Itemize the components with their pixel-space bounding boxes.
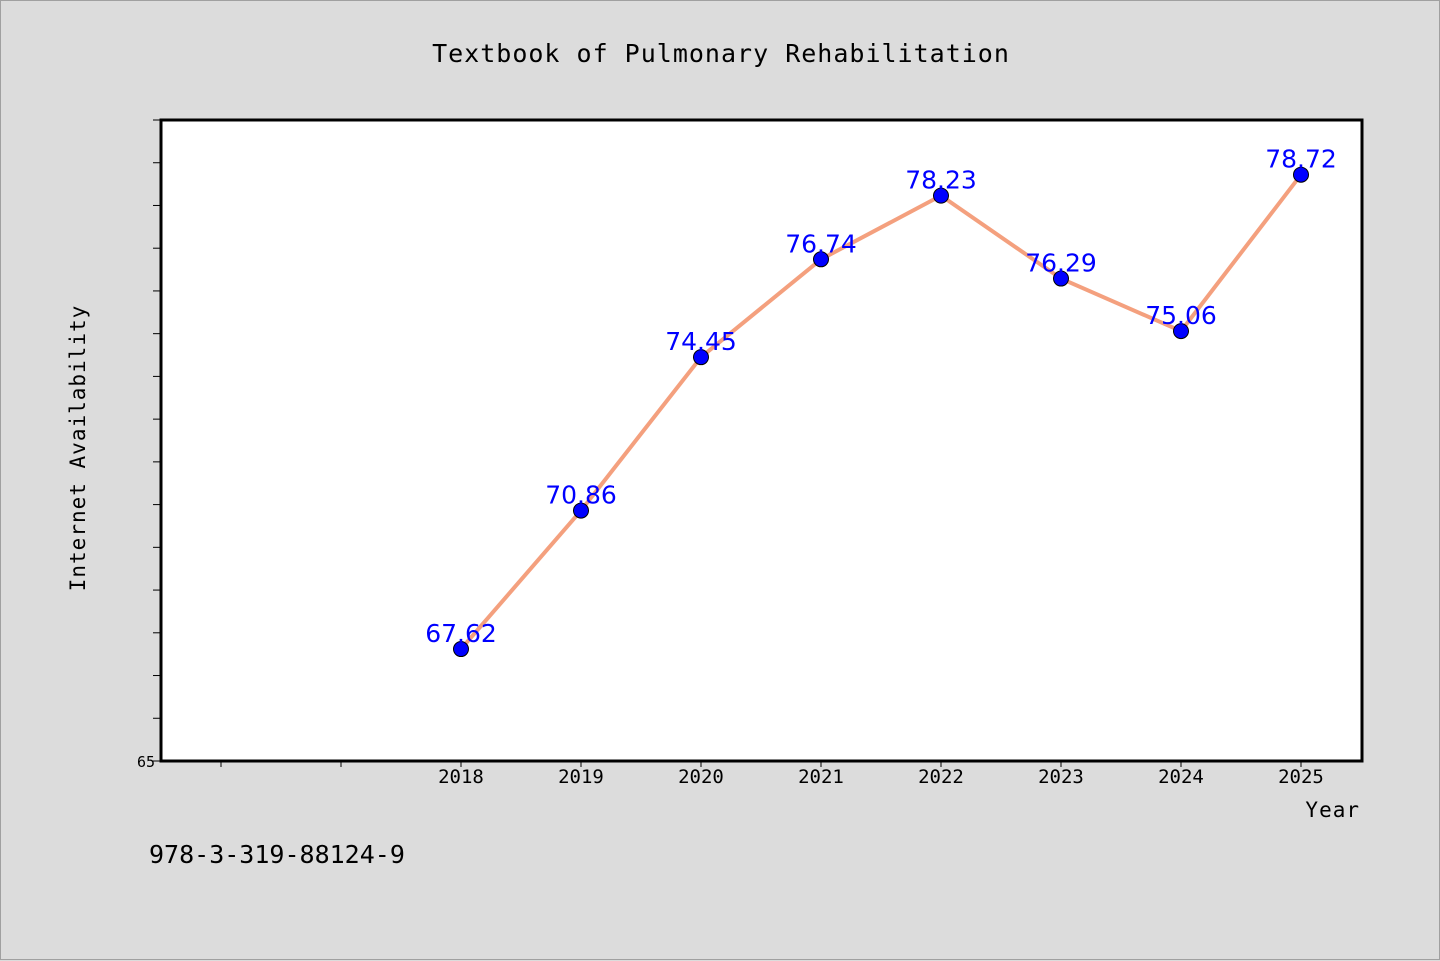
x-tick-label: 2023 (1038, 766, 1084, 788)
x-tick-label: 2024 (1158, 766, 1204, 788)
series-line (459, 172, 1303, 652)
data-label: 76.74 (785, 229, 857, 258)
plot-area (159, 118, 1364, 763)
isbn-label: 978-3-319-88124-9 (149, 840, 405, 869)
x-axis-label: Year (1305, 798, 1360, 822)
data-label: 76.29 (1025, 249, 1097, 278)
data-point (1173, 323, 1189, 340)
data-point (1053, 270, 1069, 287)
data-point (1293, 166, 1309, 183)
data-point (933, 187, 949, 204)
data-label: 78.72 (1265, 145, 1337, 174)
y-axis-ticks: 65 (137, 119, 161, 771)
x-tick-label: 2021 (798, 766, 844, 788)
data-label: 70.86 (545, 481, 617, 510)
data-point (813, 251, 829, 268)
data-label: 78.23 (905, 166, 977, 195)
x-tick-label: 2018 (438, 766, 484, 788)
series-layer: 67.62 70.86 74.45 76.74 78.23 76.29 75.06 78.72 (425, 145, 1337, 658)
chart-title: Textbook of Pulmonary Rehabilitation (432, 39, 1010, 68)
x-tick-label: 2019 (558, 766, 604, 788)
x-tick-label: 2025 (1278, 766, 1324, 788)
data-label: 74.45 (665, 327, 737, 356)
x-tick-label: 2020 (678, 766, 724, 788)
data-label: 75.06 (1145, 301, 1217, 330)
y-axis-label: Internet Availability (66, 305, 90, 592)
data-label: 67.62 (425, 619, 497, 648)
x-axis-ticks: 2018 2019 2020 2021 2022 2023 2024 2025 (220, 761, 1324, 788)
x-tick-label: 2022 (918, 766, 964, 788)
data-point (453, 641, 469, 658)
data-point (573, 502, 589, 519)
y-tick-label: 65 (137, 753, 155, 771)
data-point (693, 349, 709, 366)
